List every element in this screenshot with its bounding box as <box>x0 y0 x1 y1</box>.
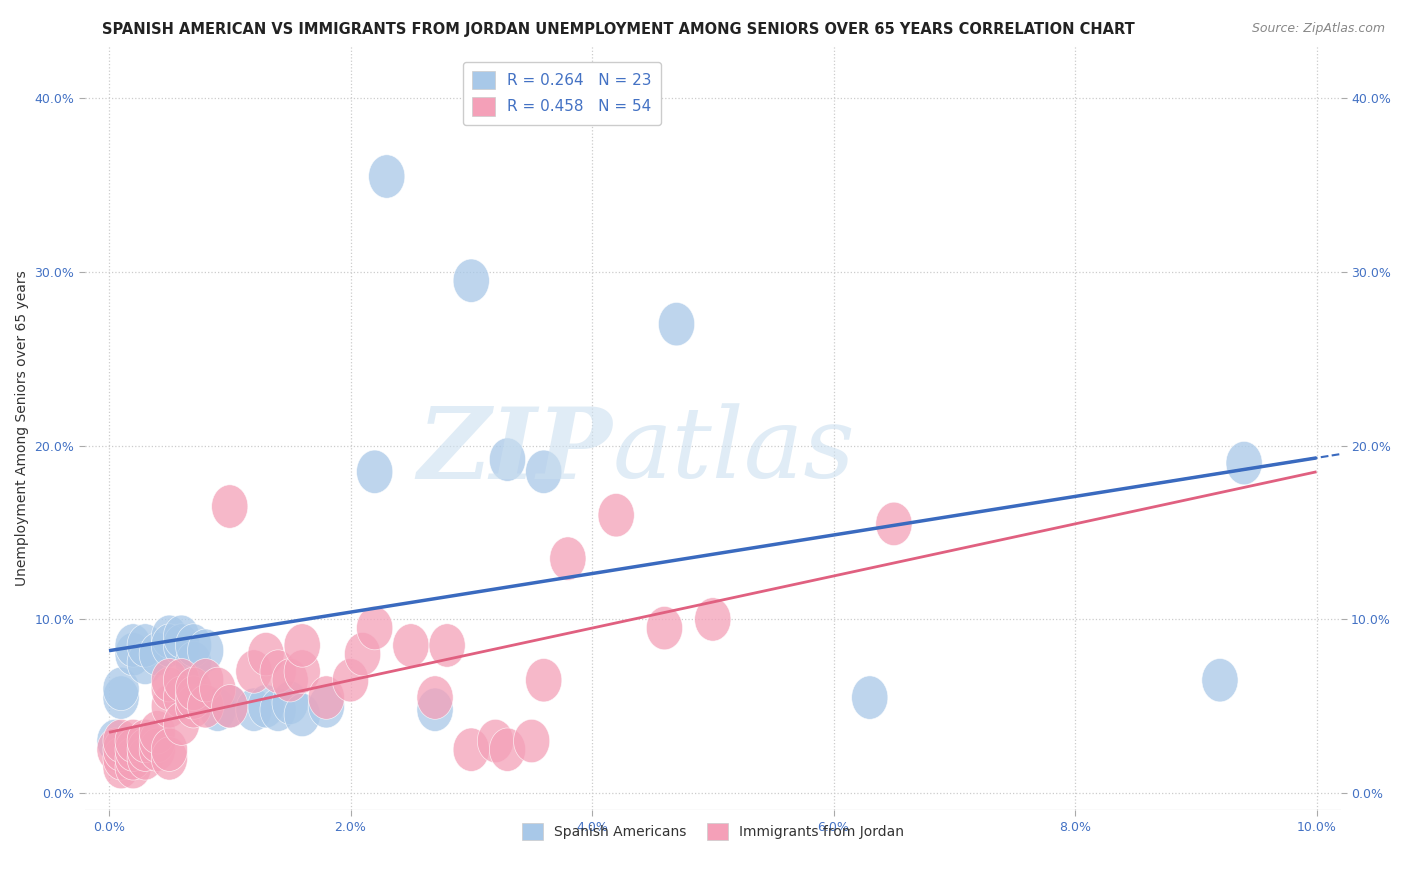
Ellipse shape <box>429 624 465 667</box>
Ellipse shape <box>852 676 887 719</box>
Ellipse shape <box>115 737 152 780</box>
Ellipse shape <box>284 624 321 667</box>
Ellipse shape <box>271 681 308 724</box>
Ellipse shape <box>418 676 453 719</box>
Ellipse shape <box>127 641 163 684</box>
Ellipse shape <box>477 719 513 763</box>
Ellipse shape <box>1226 442 1263 485</box>
Ellipse shape <box>176 641 212 684</box>
Ellipse shape <box>163 624 200 667</box>
Ellipse shape <box>357 607 392 649</box>
Ellipse shape <box>344 632 381 676</box>
Ellipse shape <box>127 624 163 667</box>
Ellipse shape <box>163 676 200 719</box>
Ellipse shape <box>598 493 634 537</box>
Ellipse shape <box>127 728 163 772</box>
Ellipse shape <box>139 728 176 772</box>
Ellipse shape <box>139 719 176 763</box>
Ellipse shape <box>212 684 247 728</box>
Legend: Spanish Americans, Immigrants from Jordan: Spanish Americans, Immigrants from Jorda… <box>516 818 910 846</box>
Text: SPANISH AMERICAN VS IMMIGRANTS FROM JORDAN UNEMPLOYMENT AMONG SENIORS OVER 65 YE: SPANISH AMERICAN VS IMMIGRANTS FROM JORD… <box>103 22 1135 37</box>
Ellipse shape <box>1202 658 1239 702</box>
Ellipse shape <box>453 728 489 772</box>
Ellipse shape <box>489 438 526 482</box>
Ellipse shape <box>236 688 271 731</box>
Ellipse shape <box>127 719 163 763</box>
Ellipse shape <box>260 649 297 693</box>
Ellipse shape <box>526 450 562 493</box>
Ellipse shape <box>152 667 187 711</box>
Ellipse shape <box>271 658 308 702</box>
Ellipse shape <box>115 719 152 763</box>
Ellipse shape <box>308 684 344 728</box>
Ellipse shape <box>115 632 152 676</box>
Ellipse shape <box>152 658 187 702</box>
Ellipse shape <box>152 737 187 780</box>
Ellipse shape <box>247 684 284 728</box>
Ellipse shape <box>368 155 405 198</box>
Ellipse shape <box>550 537 586 581</box>
Ellipse shape <box>152 615 187 658</box>
Ellipse shape <box>176 624 212 667</box>
Ellipse shape <box>695 598 731 641</box>
Ellipse shape <box>212 485 247 528</box>
Ellipse shape <box>876 502 912 546</box>
Ellipse shape <box>284 693 321 737</box>
Ellipse shape <box>115 746 152 789</box>
Ellipse shape <box>212 684 247 728</box>
Ellipse shape <box>163 702 200 746</box>
Ellipse shape <box>163 615 200 658</box>
Ellipse shape <box>187 684 224 728</box>
Ellipse shape <box>103 746 139 789</box>
Ellipse shape <box>200 667 236 711</box>
Ellipse shape <box>97 719 134 763</box>
Text: atlas: atlas <box>612 404 855 499</box>
Ellipse shape <box>284 649 321 693</box>
Ellipse shape <box>187 658 224 702</box>
Ellipse shape <box>176 667 212 711</box>
Ellipse shape <box>647 607 682 649</box>
Ellipse shape <box>200 688 236 731</box>
Ellipse shape <box>152 684 187 728</box>
Ellipse shape <box>332 658 368 702</box>
Ellipse shape <box>187 629 224 673</box>
Ellipse shape <box>152 624 187 667</box>
Ellipse shape <box>115 624 152 667</box>
Ellipse shape <box>513 719 550 763</box>
Ellipse shape <box>103 719 139 763</box>
Ellipse shape <box>97 728 134 772</box>
Ellipse shape <box>127 737 163 780</box>
Ellipse shape <box>392 624 429 667</box>
Ellipse shape <box>103 728 139 772</box>
Ellipse shape <box>139 632 176 676</box>
Ellipse shape <box>526 658 562 702</box>
Text: Source: ZipAtlas.com: Source: ZipAtlas.com <box>1251 22 1385 36</box>
Ellipse shape <box>103 667 139 711</box>
Ellipse shape <box>176 676 212 719</box>
Ellipse shape <box>357 450 392 493</box>
Ellipse shape <box>308 676 344 719</box>
Ellipse shape <box>236 649 271 693</box>
Ellipse shape <box>418 688 453 731</box>
Ellipse shape <box>152 728 187 772</box>
Ellipse shape <box>489 728 526 772</box>
Ellipse shape <box>139 711 176 754</box>
Ellipse shape <box>103 676 139 719</box>
Ellipse shape <box>103 737 139 780</box>
Ellipse shape <box>260 688 297 731</box>
Y-axis label: Unemployment Among Seniors over 65 years: Unemployment Among Seniors over 65 years <box>15 270 30 586</box>
Ellipse shape <box>453 259 489 302</box>
Ellipse shape <box>115 728 152 772</box>
Text: ZIP: ZIP <box>418 403 612 500</box>
Ellipse shape <box>658 302 695 346</box>
Ellipse shape <box>247 632 284 676</box>
Ellipse shape <box>176 684 212 728</box>
Ellipse shape <box>163 658 200 702</box>
